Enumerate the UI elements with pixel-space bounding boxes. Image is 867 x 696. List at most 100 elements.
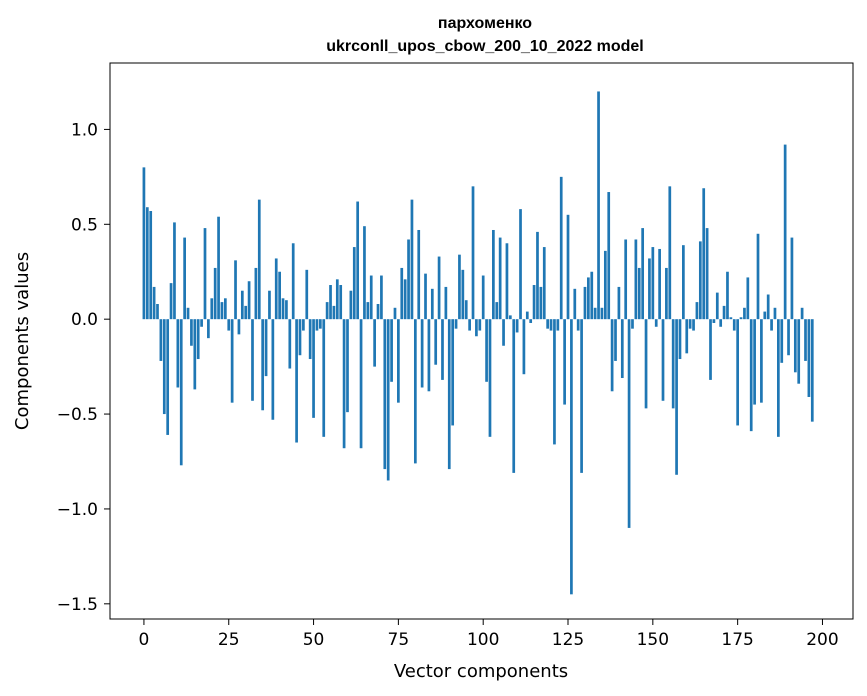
bar-115 [532,285,536,320]
bar-171 [722,305,726,320]
bar-103 [492,229,495,320]
bar-165 [702,188,706,320]
bar-122 [556,319,560,331]
bar-116 [536,231,539,320]
bar-194 [800,307,804,320]
bar-32 [251,319,254,401]
bar-48 [305,269,309,320]
x-tick-label: 125 [552,630,584,650]
x-axis-label: Vector components [394,661,568,682]
bar-67 [369,275,373,320]
bar-19 [207,319,210,339]
bar-54 [325,302,329,320]
bar-109 [512,319,516,473]
bar-35 [261,319,265,411]
bar-181 [756,233,760,320]
bar-77 [403,279,407,320]
bar-139 [614,319,617,361]
bar-63 [356,201,360,320]
bar-3 [152,286,156,320]
bar-125 [566,214,570,320]
bar-86 [434,319,438,365]
bar-138 [610,319,614,392]
bar-95 [464,300,468,320]
bar-93 [458,254,461,320]
bar-58 [339,285,343,320]
bar-61 [349,290,353,320]
bar-22 [217,216,220,320]
bar-183 [763,311,767,320]
bar-75 [397,319,400,403]
bar-152 [658,248,661,320]
bar-27 [234,260,237,320]
bar-72 [386,319,390,481]
bar-110 [515,319,519,333]
bar-56 [332,305,336,320]
bar-180 [753,319,756,405]
bar-119 [546,319,550,329]
bar-187 [777,319,780,437]
bar-153 [661,319,665,401]
bar-13 [186,307,190,320]
bar-24 [223,298,227,320]
bar-112 [522,319,526,375]
bar-34 [257,199,261,320]
bar-100 [481,275,485,320]
bar-178 [746,277,750,320]
bar-176 [739,317,743,320]
bar-18 [203,228,207,320]
bar-5 [159,319,163,361]
bar-73 [390,319,393,382]
y-axis-label: Components values [12,252,33,430]
y-tick-label: −1.5 [57,595,98,615]
bar-150 [651,247,655,320]
bar-43 [288,319,292,369]
bar-173 [729,317,733,320]
bar-50 [312,319,315,418]
bar-70 [380,275,383,320]
bar-174 [732,319,736,331]
bar-107 [505,243,509,320]
bar-30 [244,305,248,320]
bar-145 [634,239,638,320]
bar-60 [346,319,349,413]
bar-135 [600,307,604,320]
x-tick-label: 50 [303,630,325,650]
bar-96 [468,319,471,331]
bar-184 [766,294,770,320]
bar-79 [410,199,414,320]
bar-170 [719,319,723,327]
bar-64 [359,319,363,449]
bar-160 [685,319,689,354]
bar-151 [654,319,658,327]
bar-185 [770,319,773,331]
bar-167 [709,319,712,380]
bar-36 [264,319,268,377]
bar-133 [593,307,597,320]
bar-162 [692,319,695,331]
bar-104 [495,302,499,320]
bar-142 [624,239,628,320]
bar-65 [363,226,366,320]
bar-84 [427,319,431,392]
bar-89 [444,286,448,320]
bar-159 [682,245,685,320]
bar-193 [797,319,801,384]
bar-166 [705,228,709,320]
y-tick-label: 0.5 [71,215,98,235]
bar-158 [678,319,682,360]
bar-168 [712,319,716,323]
bar-9 [173,222,176,320]
bar-98 [475,319,478,337]
bar-52 [318,319,322,329]
bar-117 [539,286,543,320]
bar-92 [454,319,458,329]
bar-97 [471,186,475,320]
bar-146 [637,267,641,320]
bar-128 [576,319,580,331]
y-tick-label: 1.0 [71,120,98,140]
bar-55 [329,285,332,320]
plot-frame [109,62,854,620]
